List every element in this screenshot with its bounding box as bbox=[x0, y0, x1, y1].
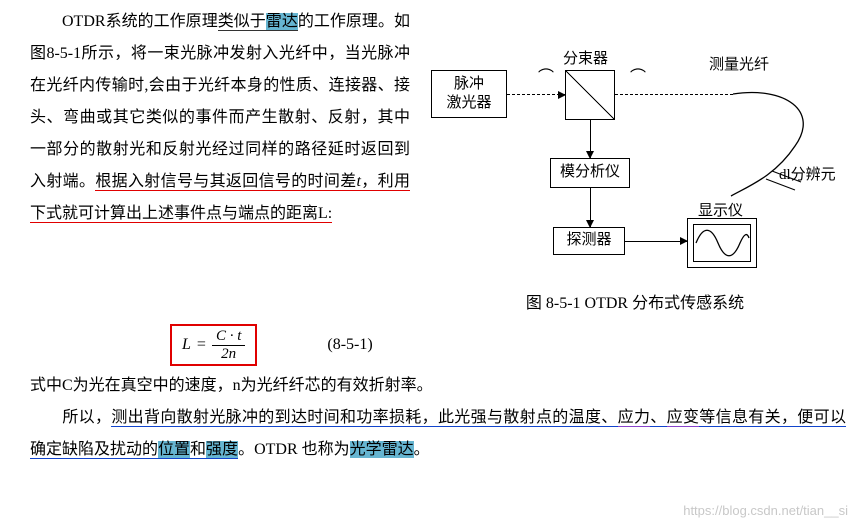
formula-numerator: C · t bbox=[212, 328, 245, 346]
edge-splitter-analyzer bbox=[590, 120, 591, 158]
p2: 式中C为光在真空中的速度，n为光纤纤芯的有效折射率。 bbox=[30, 377, 433, 394]
otdr-diagram: 脉冲激光器 分束器 ⌒ ⌒ 测量光纤 dl分辨元 模分析仪 bbox=[425, 30, 845, 280]
edge-analyzer-detector bbox=[590, 188, 591, 227]
p3e: 应变 bbox=[667, 409, 700, 427]
p3g-highlight: 位置 bbox=[158, 441, 190, 459]
pigtail-right: ⌒ bbox=[630, 62, 646, 94]
node-analyzer: 模分析仪 bbox=[550, 158, 630, 188]
formula-L: L bbox=[182, 329, 191, 361]
p3i-highlight: 强度 bbox=[206, 441, 238, 459]
paragraph-2: 式中C为光在真空中的速度，n为光纤纤芯的有效折射率。 bbox=[30, 370, 846, 402]
p3k-highlight: 光学雷达 bbox=[350, 441, 414, 458]
p3a: 所以， bbox=[62, 409, 111, 426]
p3d: 、 bbox=[650, 409, 666, 427]
formula-row: L = C · t 2n (8-5-1) bbox=[30, 324, 846, 366]
diagram-caption: 图 8-5-1 OTDR 分布式传感系统 bbox=[424, 288, 846, 320]
edge-laser-splitter bbox=[507, 94, 565, 95]
p1b: 类似于 bbox=[218, 13, 266, 31]
node-display bbox=[687, 218, 757, 268]
p3j: 。OTDR 也称为 bbox=[238, 441, 350, 458]
display-waveform-icon bbox=[693, 224, 751, 262]
formula-number: (8-5-1) bbox=[327, 329, 372, 361]
p3l: 。 bbox=[414, 441, 430, 458]
formula-denominator: 2n bbox=[217, 346, 240, 363]
p3c: 应力 bbox=[618, 409, 651, 427]
pigtail-left: ⌒ bbox=[538, 62, 554, 94]
paragraph-1: OTDR系统的工作原理类似于雷达的工作原理。如图8-5-1所示，将一束光脉冲发射… bbox=[30, 6, 410, 230]
p1a: OTDR系统的工作原理 bbox=[62, 13, 218, 30]
watermark: https://blog.csdn.net/tian__si bbox=[683, 498, 848, 524]
p3b: 测出背向散射光脉冲的到达时间和功率损耗，此光强与散射点的温度、 bbox=[111, 409, 617, 427]
edge-splitter-fiber bbox=[615, 94, 733, 95]
edge-detector-display bbox=[625, 241, 687, 242]
paragraph-3: 所以，测出背向散射光脉冲的到达时间和功率损耗，此光强与散射点的温度、应力、应变等… bbox=[30, 402, 846, 466]
formula-box: L = C · t 2n bbox=[170, 324, 257, 366]
dl-label: dl分辨元 bbox=[779, 160, 836, 190]
formula-eq: = bbox=[197, 329, 206, 361]
formula-fraction: C · t 2n bbox=[212, 328, 245, 362]
p1d: 的工作原理。如图8-5-1所示，将一束光脉冲发射入光纤中，当光脉冲在光纤内传输时… bbox=[30, 13, 410, 190]
node-detector: 探测器 bbox=[553, 227, 625, 255]
p3h: 和 bbox=[190, 441, 206, 459]
p1c-highlight: 雷达 bbox=[266, 13, 298, 31]
node-splitter bbox=[565, 70, 615, 120]
p1e-underline: 根据入射信号与其返回信号的时间差 bbox=[95, 173, 356, 191]
diagram-area: 脉冲激光器 分束器 ⌒ ⌒ 测量光纤 dl分辨元 模分析仪 bbox=[424, 6, 846, 320]
node-laser: 脉冲激光器 bbox=[431, 70, 507, 118]
